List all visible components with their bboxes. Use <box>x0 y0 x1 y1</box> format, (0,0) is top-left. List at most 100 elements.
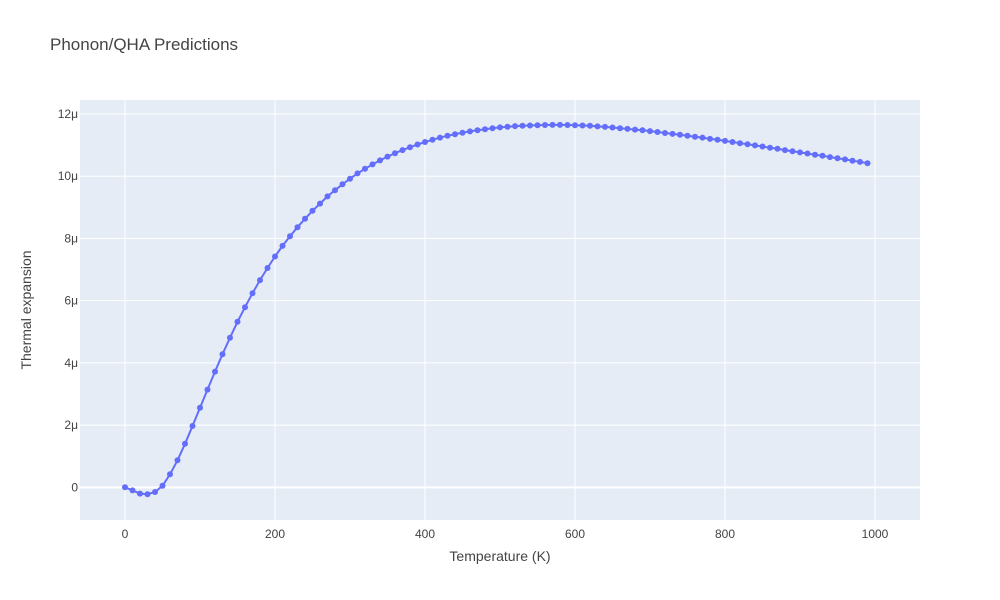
x-tick-label: 400 <box>415 527 435 541</box>
data-point <box>849 157 856 164</box>
series-line <box>124 123 868 496</box>
data-point <box>384 153 391 160</box>
data-point <box>504 123 511 130</box>
grid <box>80 100 920 520</box>
plot-area <box>80 100 920 520</box>
data-point <box>722 137 728 144</box>
data-point <box>579 122 586 129</box>
data-point <box>212 368 218 375</box>
y-tick-label: 10μ <box>58 169 78 183</box>
y-tick-label: 6μ <box>64 294 78 308</box>
data-point <box>497 124 503 131</box>
y-tick-label: 12μ <box>58 107 78 121</box>
data-point <box>519 122 526 129</box>
data-point <box>137 490 143 497</box>
data-point <box>204 386 211 393</box>
series-layer <box>122 121 871 498</box>
data-point <box>489 125 496 132</box>
data-point <box>819 152 826 159</box>
data-point <box>564 122 571 128</box>
x-axis-title: Temperature (K) <box>449 548 550 564</box>
data-point <box>354 170 361 177</box>
data-point <box>159 482 166 489</box>
data-point <box>482 126 488 133</box>
data-point <box>639 127 646 134</box>
data-point <box>414 141 421 148</box>
data-point <box>654 129 661 135</box>
y-tick-label: 8μ <box>64 231 78 245</box>
data-point <box>699 134 706 141</box>
data-point <box>189 423 196 429</box>
data-point <box>549 121 556 128</box>
data-point <box>122 484 128 491</box>
data-point <box>714 136 721 143</box>
data-point <box>219 351 226 358</box>
data-point <box>392 150 398 157</box>
data-point <box>632 126 638 133</box>
data-point <box>744 141 751 148</box>
data-point <box>302 215 308 222</box>
data-point <box>459 129 466 136</box>
data-point <box>669 130 676 137</box>
data-point <box>324 193 331 200</box>
data-point <box>767 144 773 151</box>
data-point <box>227 334 233 341</box>
data-point <box>339 181 346 188</box>
data-point <box>737 140 743 147</box>
chart-title: Phonon/QHA Predictions <box>50 35 238 54</box>
data-point <box>467 128 473 135</box>
data-point <box>152 489 158 495</box>
data-point <box>167 471 173 478</box>
data-point <box>782 147 788 154</box>
data-point <box>752 142 758 149</box>
data-point <box>264 265 271 271</box>
data-point <box>369 161 376 168</box>
data-point <box>444 132 451 139</box>
data-point <box>399 147 406 154</box>
data-point <box>834 155 841 162</box>
data-point <box>242 304 248 311</box>
x-tick-label: 800 <box>715 527 735 541</box>
x-tick-label: 1000 <box>862 527 889 541</box>
data-point <box>542 122 548 128</box>
data-point <box>197 404 203 411</box>
data-point <box>309 207 316 214</box>
data-point <box>594 123 601 130</box>
data-point <box>249 290 256 297</box>
y-tick-label: 2μ <box>64 418 78 432</box>
data-point <box>452 131 458 138</box>
data-point <box>182 440 188 447</box>
data-point <box>684 132 691 139</box>
data-point <box>707 135 713 142</box>
data-point <box>557 121 563 128</box>
data-point <box>422 139 428 145</box>
data-point <box>827 154 833 161</box>
data-point <box>234 318 241 325</box>
data-point <box>407 144 413 151</box>
data-point <box>797 149 803 156</box>
y-tick-label: 4μ <box>64 356 78 370</box>
data-point <box>257 277 263 284</box>
data-point <box>617 125 623 132</box>
data-point <box>129 487 136 494</box>
data-point <box>647 128 653 135</box>
data-point <box>857 158 863 165</box>
data-point <box>362 165 368 172</box>
y-tick-label: 0 <box>71 480 78 494</box>
data-point <box>804 150 811 157</box>
tick-labels: 0 200 400 600 800 1000 0 2μ 4μ 6μ 8μ 10μ 12μ <box>58 107 889 541</box>
x-tick-label: 200 <box>265 527 285 541</box>
data-point <box>774 145 781 152</box>
data-point <box>332 187 338 194</box>
x-tick-label: 0 <box>122 527 129 541</box>
data-point <box>692 133 698 140</box>
x-tick-label: 600 <box>565 527 585 541</box>
data-point <box>317 200 323 207</box>
data-point <box>474 127 481 134</box>
data-point <box>609 124 616 131</box>
data-point <box>587 122 593 129</box>
data-point <box>789 148 796 155</box>
data-point <box>272 253 278 260</box>
data-point <box>662 130 668 136</box>
